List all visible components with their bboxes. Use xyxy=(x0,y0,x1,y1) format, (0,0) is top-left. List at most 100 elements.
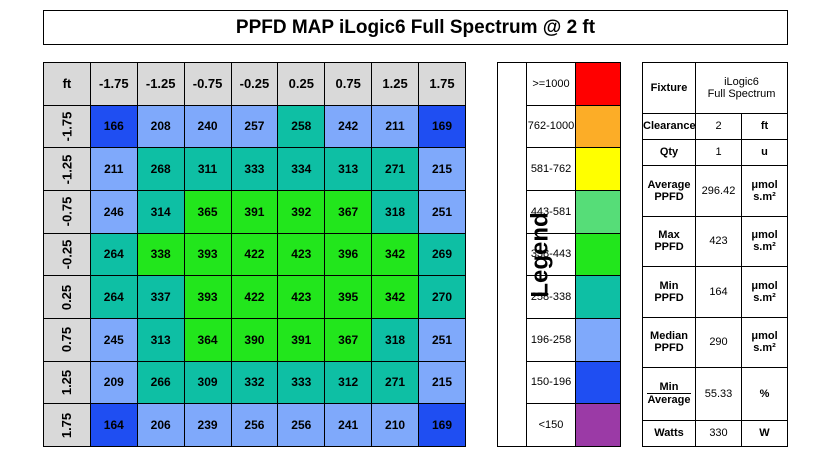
min-unit-line2: s.m² xyxy=(753,291,776,304)
legend-color-swatch xyxy=(575,403,621,447)
average-ppfd-value: 296.42 xyxy=(695,165,742,217)
legend-entry: 258-338 xyxy=(498,275,621,319)
heatmap-cell: 333 xyxy=(277,360,326,405)
heatmap-cell: 215 xyxy=(418,147,466,191)
heatmap-cell: 395 xyxy=(324,275,373,319)
heatmap-cell: 422 xyxy=(230,275,279,319)
heatmap-cell: 271 xyxy=(371,147,419,191)
legend-range-label: 258-338 xyxy=(526,275,576,319)
average-unit-line2: s.m² xyxy=(753,190,776,203)
legend-entry: <150 xyxy=(498,403,621,447)
legend-color-swatch xyxy=(575,317,621,362)
fixture-label: Fixture xyxy=(642,62,696,114)
qty-label: Qty xyxy=(642,138,696,167)
heatmap-row: -1.75 166 208 240 257 258 242 211 169 xyxy=(43,104,466,149)
y-tick-label-cell: -1.75 xyxy=(43,104,91,149)
heatmap-row: -0.75 246 314 365 391 392 367 318 251 xyxy=(43,189,466,234)
min-label-line2: PPFD xyxy=(654,291,684,304)
info-row-min: Min PPFD 164 μmol s.m² xyxy=(642,266,788,318)
heatmap-cell: 334 xyxy=(277,147,326,191)
legend-range-label: >=1000 xyxy=(526,62,576,106)
heatmap-cell: 264 xyxy=(89,275,138,319)
legend-entry: 443-581 xyxy=(498,189,621,234)
median-unit-line1: μmol xyxy=(751,330,778,343)
heatmap-cell: 245 xyxy=(89,317,138,362)
legend-color-swatch xyxy=(575,360,621,405)
heatmap-cell: 211 xyxy=(89,147,138,191)
y-tick-label: 0.75 xyxy=(59,327,75,353)
x-tick-label: -0.75 xyxy=(183,62,232,106)
legend-color-swatch xyxy=(575,147,621,191)
x-tick-label: -0.25 xyxy=(230,62,279,106)
heatmap-cell: 367 xyxy=(324,317,373,362)
legend-range-label: 150-196 xyxy=(526,360,576,405)
watts-value: 330 xyxy=(695,419,742,448)
average-label-line1: Average xyxy=(647,178,691,191)
y-tick-label: -1.25 xyxy=(59,154,75,184)
median-label-line2: PPFD xyxy=(654,342,684,355)
median-unit-line2: s.m² xyxy=(753,342,776,355)
legend-entry: 196-258 xyxy=(498,317,621,362)
heatmap-cell: 309 xyxy=(183,360,232,405)
average-label-line2: PPFD xyxy=(654,190,684,203)
heatmap-cell: 391 xyxy=(230,189,279,234)
heatmap-cell: 364 xyxy=(183,317,232,362)
info-row-median: Median PPFD 290 μmol s.m² xyxy=(642,316,788,369)
max-ppfd-label: Max PPFD xyxy=(642,215,696,268)
legend-color-swatch xyxy=(575,232,621,277)
heatmap-row: -0.25 264 338 393 422 423 396 342 269 xyxy=(43,232,466,277)
heatmap-cell: 169 xyxy=(418,403,466,447)
legend-color-swatch xyxy=(575,104,621,149)
legend-range-label: 762-1000 xyxy=(526,104,576,149)
info-row-uniformity: Min Average 55.33 % xyxy=(642,367,788,421)
info-row-average: Average PPFD 296.42 μmol s.m² xyxy=(642,165,788,217)
watts-unit: W xyxy=(741,419,788,448)
max-unit-line2: s.m² xyxy=(753,241,776,254)
heatmap-cell: 251 xyxy=(418,189,466,234)
uniformity-unit: % xyxy=(741,367,788,421)
heatmap-cell: 169 xyxy=(418,104,466,149)
uniformity-label: Min Average xyxy=(642,367,696,421)
heatmap-cell: 367 xyxy=(324,189,373,234)
heatmap-cell: 332 xyxy=(230,360,279,405)
heatmap-cell: 208 xyxy=(136,104,185,149)
heatmap-cell: 258 xyxy=(277,104,326,149)
heatmap-cell: 268 xyxy=(136,147,185,191)
qty-value: 1 xyxy=(695,138,742,167)
watts-label: Watts xyxy=(642,419,696,448)
y-tick-label: 1.75 xyxy=(59,412,75,438)
average-ppfd-unit: μmol s.m² xyxy=(741,165,788,217)
average-ppfd-label: Average PPFD xyxy=(642,165,696,217)
fraction-numerator: Min xyxy=(647,381,691,395)
y-tick-label-cell: 0.25 xyxy=(43,275,91,319)
info-row-watts: Watts 330 W xyxy=(642,419,788,448)
legend-entry: 581-762 xyxy=(498,147,621,191)
y-tick-label: 1.25 xyxy=(59,369,75,396)
qty-unit: u xyxy=(741,138,788,167)
heatmap-cell: 257 xyxy=(230,104,279,149)
chart-title: PPFD MAP iLogic6 Full Spectrum @ 2 ft xyxy=(43,10,788,45)
clearance-unit: ft xyxy=(741,112,788,140)
heatmap-cell: 312 xyxy=(324,360,373,405)
y-tick-label: -0.75 xyxy=(59,196,75,227)
fraction-denominator: Average xyxy=(647,394,691,407)
clearance-value: 2 xyxy=(695,112,742,140)
legend-table: Legend >=1000 762-1000 581-762 443-581 338-44… xyxy=(497,62,621,447)
fixture-value-line2: Full Spectrum xyxy=(707,87,776,100)
heatmap-cell: 318 xyxy=(371,317,419,362)
heatmap-cell: 211 xyxy=(371,104,419,149)
median-ppfd-label: Median PPFD xyxy=(642,316,696,369)
heatmap-cell: 396 xyxy=(324,232,373,277)
legend-entry: 150-196 xyxy=(498,360,621,405)
average-unit-line1: μmol xyxy=(751,178,778,191)
x-tick-label: -1.75 xyxy=(89,62,138,106)
heatmap-cell: 313 xyxy=(136,317,185,362)
ppfd-heatmap: ft -1.75 -1.25 -0.75 -0.25 0.25 0.75 1.25 1.75 -1… xyxy=(43,62,466,447)
heatmap-cell: 206 xyxy=(136,403,185,447)
y-tick-label-cell: 1.75 xyxy=(43,403,91,447)
uniformity-value: 55.33 xyxy=(695,367,742,421)
y-tick-label: -0.25 xyxy=(59,239,75,270)
min-ppfd-value: 164 xyxy=(695,266,742,318)
heatmap-cell: 423 xyxy=(277,275,326,319)
heatmap-cell: 338 xyxy=(136,232,185,277)
